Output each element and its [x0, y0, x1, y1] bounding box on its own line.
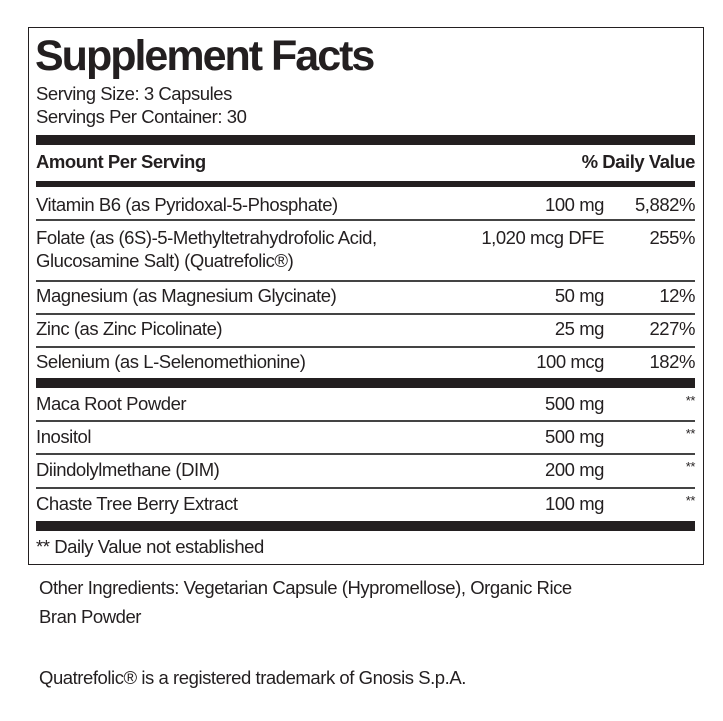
divider-thin — [36, 420, 695, 422]
row-dv: 255% — [649, 227, 695, 248]
divider-medium — [36, 181, 695, 187]
row-name: Chaste Tree Berry Extract — [36, 493, 238, 514]
divider-thin — [36, 453, 695, 455]
other-ingredients: Other Ingredients: Vegetarian Capsule (H… — [39, 577, 572, 598]
supplement-facts-panel — [28, 27, 704, 565]
row-dv: 5,882% — [634, 194, 695, 215]
row-amount: 500 mg — [544, 426, 604, 447]
row-amount: 25 mg — [554, 318, 605, 339]
row-amount: 100 mg — [544, 194, 604, 215]
header-amount-per-serving: Amount Per Serving — [36, 151, 206, 172]
row-dv: ** — [685, 426, 696, 441]
row-name: Zinc (as Zinc Picolinate) — [36, 318, 223, 339]
row-amount: 100 mcg — [536, 351, 604, 372]
divider-thin — [36, 313, 695, 315]
row-name: Diindolylmethane (DIM) — [36, 459, 220, 480]
divider-thin — [36, 280, 695, 282]
row-name: Inositol — [36, 426, 92, 447]
row-name: Maca Root Powder — [36, 393, 187, 414]
divider-thin — [36, 346, 695, 348]
divider-thin — [36, 487, 695, 489]
row-dv: 182% — [649, 351, 695, 372]
row-name: Selenium (as L-Selenomethionine) — [36, 351, 306, 372]
divider-thick — [36, 135, 695, 145]
divider-thin — [36, 219, 695, 221]
divider-thick — [36, 521, 695, 531]
row-name: Vitamin B6 (as Pyridoxal-5-Phosphate) — [36, 194, 338, 215]
row-dv: ** — [685, 393, 696, 408]
divider-thick — [36, 378, 695, 388]
row-dv: 12% — [659, 285, 695, 306]
row-amount: 500 mg — [544, 393, 604, 414]
row-name: Magnesium (as Magnesium Glycinate) — [36, 285, 337, 306]
header-daily-value: % Daily Value — [581, 151, 696, 172]
row-amount: 1,020 mcg DFE — [481, 227, 604, 248]
row-name-line2: Glucosamine Salt) (Quatrefolic®) — [36, 250, 294, 271]
row-amount: 200 mg — [544, 459, 604, 480]
other-ingredients-line2: Bran Powder — [39, 606, 141, 627]
trademark-note: Quatrefolic® is a registered trademark o… — [39, 667, 466, 688]
panel-title: Supplement Facts — [35, 32, 375, 80]
row-dv: ** — [685, 459, 696, 474]
servings-per-container: Servings Per Container: 30 — [36, 106, 247, 127]
row-name: Folate (as (6S)-5-Methyltetrahydrofolic … — [36, 227, 377, 248]
row-amount: 100 mg — [544, 493, 604, 514]
row-dv: ** — [685, 493, 696, 508]
row-amount: 50 mg — [554, 285, 605, 306]
footnote: ** Daily Value not established — [36, 536, 264, 557]
serving-size: Serving Size: 3 Capsules — [36, 83, 232, 104]
row-dv: 227% — [649, 318, 695, 339]
